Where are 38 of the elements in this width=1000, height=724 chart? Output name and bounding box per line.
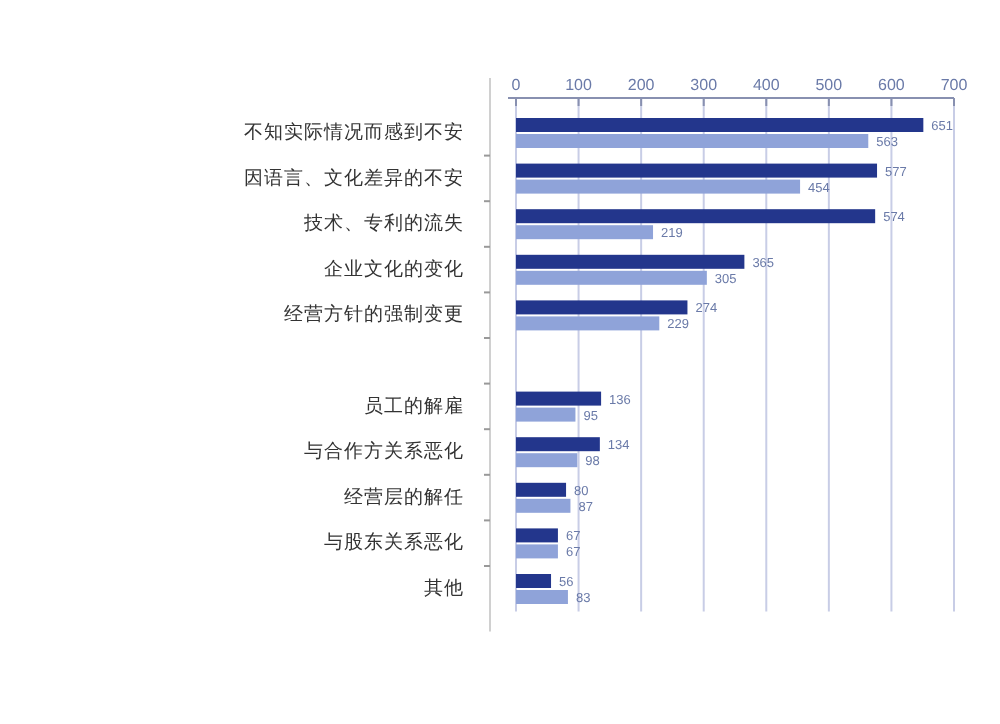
bar [516,453,578,468]
bar [516,391,602,406]
y-tick-label: 不知实际情况而感到不安 [244,120,464,144]
y-tick-label: 经营层的解任 [344,484,464,509]
y-tick-label: 因语言、文化差异的不安 [244,165,464,190]
bar [516,118,924,132]
bar [516,209,876,224]
y-tick-label: 企业文化的变化 [324,256,464,281]
bar [516,179,801,194]
bar [516,270,707,285]
bar [516,528,558,543]
bar [516,134,869,148]
x-tick-label: 0 [511,76,522,94]
bar [516,498,571,513]
bar [516,254,745,269]
bar [516,300,688,315]
x-tick-label: 100 [565,76,594,94]
bar [516,225,654,240]
y-tick-label: 技术、专利的流失 [302,211,464,236]
x-tick-label: 700 [940,76,969,94]
bar [516,590,568,604]
bar [516,407,576,422]
y-tick-label: 其他 [424,576,464,600]
bar [516,544,558,559]
x-tick-label: 600 [878,76,906,94]
bar [516,316,660,331]
y-tick-label: 员工的解雇 [364,393,464,418]
x-tick-label: 200 [627,76,656,94]
bar [516,574,552,588]
y-tick-label: 与合作方关系恶化 [304,439,464,464]
y-tick-label: 与股东关系恶化 [324,530,464,555]
x-tick-label: 300 [690,76,719,94]
y-tick-label: 经营方针的强制变更 [284,302,464,327]
bar [516,482,567,497]
bar [516,163,878,178]
x-tick-label: 400 [752,76,781,94]
bar [516,437,600,452]
x-tick-label: 500 [815,76,844,94]
